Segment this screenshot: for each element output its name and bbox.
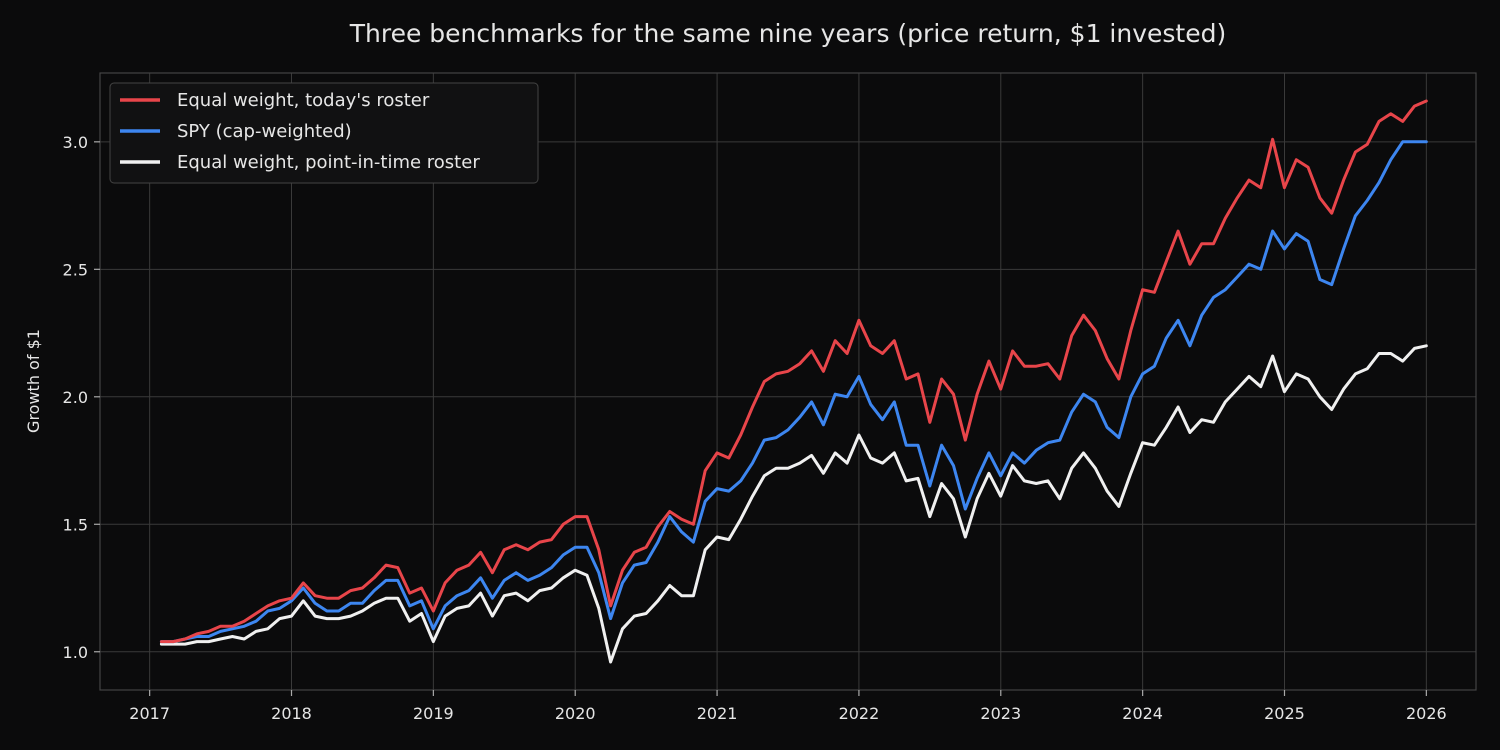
x-tick-label: 2023	[980, 704, 1021, 723]
x-axis: 2017 2018 2019 2020 2021 2022 2023 2024 2025 2026	[129, 690, 1447, 723]
series-line-0	[159, 99, 1428, 644]
y-axis: 1.0 1.5 2.0 2.5 3.0	[63, 133, 100, 662]
x-tick-label: 2021	[697, 704, 738, 723]
series-lines	[159, 99, 1428, 664]
x-tick-label: 2018	[271, 704, 312, 723]
x-tick-label: 2020	[555, 704, 596, 723]
series-line-1	[159, 140, 1428, 644]
legend-label-0: Equal weight, today's roster	[177, 90, 430, 111]
y-tick-label: 3.0	[63, 133, 88, 152]
legend: Equal weight, today's roster SPY (cap-wei…	[109, 82, 539, 184]
y-tick-label: 1.5	[63, 515, 88, 534]
x-tick-label: 2026	[1406, 704, 1447, 723]
legend-box	[109, 82, 539, 184]
y-tick-label: 2.5	[63, 260, 88, 279]
series-line-2	[159, 344, 1428, 664]
legend-label-1: SPY (cap-weighted)	[177, 121, 352, 142]
y-tick-label: 1.0	[63, 643, 88, 662]
x-tick-label: 2024	[1122, 704, 1163, 723]
x-tick-label: 2025	[1264, 704, 1305, 723]
plot-frame	[99, 72, 1477, 691]
y-tick-label: 2.0	[63, 388, 88, 407]
legend-label-2: Equal weight, point-in-time roster	[177, 152, 480, 173]
y-axis-label: Growth of $1	[24, 329, 43, 433]
x-tick-label: 2019	[413, 704, 454, 723]
x-tick-label: 2017	[129, 704, 170, 723]
chart-title: Three benchmarks for the same nine years…	[349, 19, 1226, 48]
x-tick-label: 2022	[839, 704, 880, 723]
